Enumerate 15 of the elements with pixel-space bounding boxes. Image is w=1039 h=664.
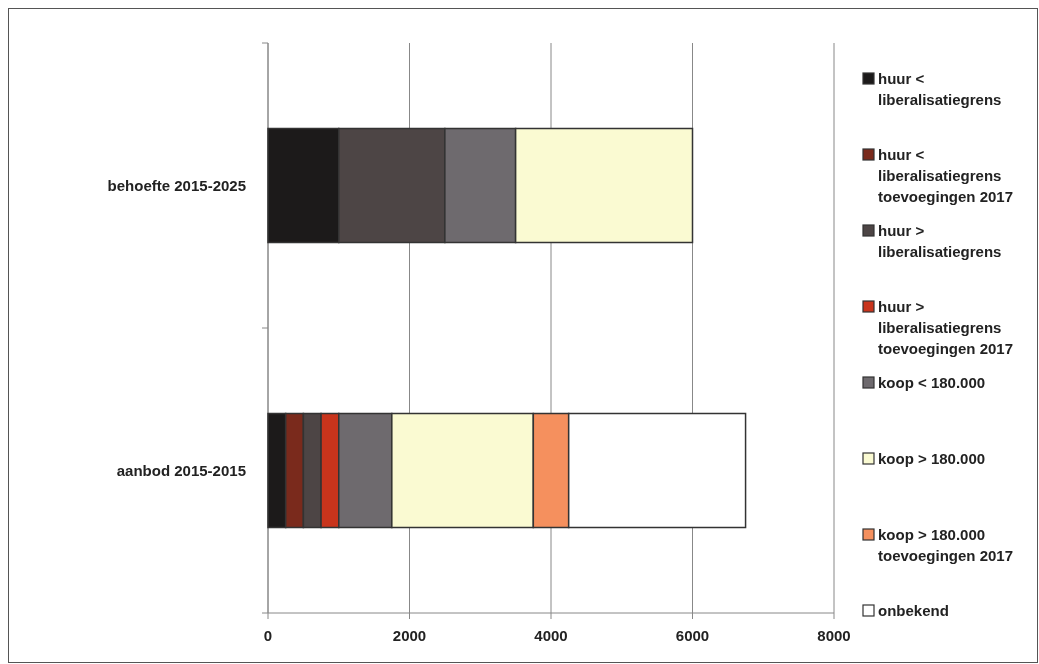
x-tick-label: 0 xyxy=(263,627,273,644)
legend-label: huur > liberalisatiegrens xyxy=(878,222,1002,260)
legend-label: koop > 180.000 xyxy=(878,450,986,467)
x-tick-label: 6000 xyxy=(675,627,710,644)
legend-label: koop < 180.000 xyxy=(878,374,986,391)
x-tick-label: 4000 xyxy=(534,627,568,644)
y-tick-label: behoefte 2015-2025 xyxy=(107,176,246,194)
y-tick-label: aanbod 2015-2015 xyxy=(116,461,246,479)
legend-label: onbekend xyxy=(878,602,949,619)
legend-label: huur < liberalisatiegrens toevoegingen 2017 xyxy=(878,146,1014,205)
legend-label: koop > 180.000 toevoegingen 2017 xyxy=(878,526,1014,564)
legend-label: huur > liberalisatiegrens toevoegingen 2017 xyxy=(878,298,1014,357)
legend-label: huur < liberalisatiegrens xyxy=(878,70,1002,108)
x-tick-label: 2000 xyxy=(392,627,427,644)
x-tick-label: 8000 xyxy=(817,627,851,644)
